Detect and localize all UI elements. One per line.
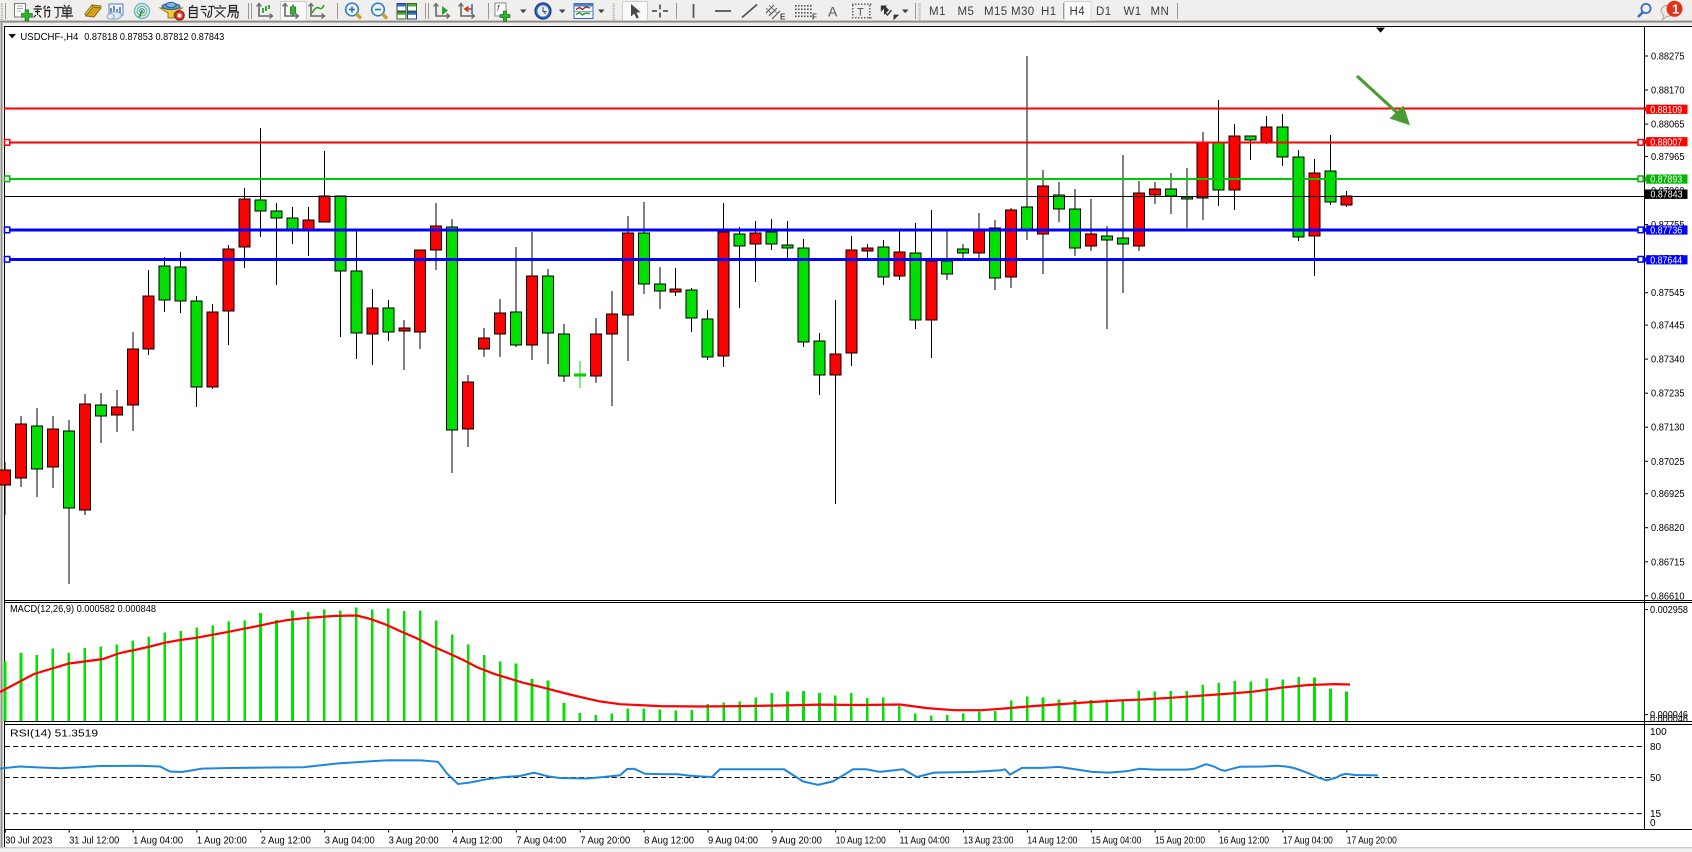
svg-text:RSI(14) 51.3519: RSI(14) 51.3519 bbox=[10, 728, 98, 740]
svg-text:H4: H4 bbox=[1070, 6, 1086, 18]
svg-text:80: 80 bbox=[1650, 742, 1662, 753]
svg-text:0.88065: 0.88065 bbox=[1651, 120, 1685, 131]
svg-text:0.87644: 0.87644 bbox=[1650, 255, 1682, 266]
svg-text:0.87340: 0.87340 bbox=[1651, 355, 1685, 366]
svg-text:0.86715: 0.86715 bbox=[1651, 557, 1685, 568]
svg-text:A: A bbox=[828, 4, 838, 20]
svg-text:1 Aug 20:00: 1 Aug 20:00 bbox=[197, 836, 247, 847]
svg-text:USDCHF-,H4: USDCHF-,H4 bbox=[20, 31, 78, 43]
svg-text:17 Aug 04:00: 17 Aug 04:00 bbox=[1283, 836, 1333, 847]
svg-text:7 Aug 20:00: 7 Aug 20:00 bbox=[580, 836, 630, 847]
svg-text:31 Jul 12:00: 31 Jul 12:00 bbox=[69, 836, 119, 847]
svg-text:0.86925: 0.86925 bbox=[1651, 489, 1685, 500]
svg-text:9 Aug 04:00: 9 Aug 04:00 bbox=[708, 836, 758, 847]
svg-text:15 Aug 04:00: 15 Aug 04:00 bbox=[1091, 836, 1141, 847]
svg-text:0.87545: 0.87545 bbox=[1651, 288, 1685, 299]
svg-text:0.86820: 0.86820 bbox=[1651, 523, 1685, 534]
svg-text:7 Aug 04:00: 7 Aug 04:00 bbox=[516, 836, 566, 847]
svg-text:M15: M15 bbox=[984, 6, 1008, 18]
svg-text:13 Aug 23:00: 13 Aug 23:00 bbox=[964, 836, 1014, 847]
svg-text:17 Aug 20:00: 17 Aug 20:00 bbox=[1347, 836, 1397, 847]
svg-text:W1: W1 bbox=[1124, 6, 1142, 18]
svg-text:11 Aug 04:00: 11 Aug 04:00 bbox=[900, 836, 950, 847]
svg-text:3 Aug 20:00: 3 Aug 20:00 bbox=[389, 836, 439, 847]
svg-text:0.88007: 0.88007 bbox=[1650, 137, 1682, 148]
svg-text:0.88170: 0.88170 bbox=[1651, 86, 1685, 97]
svg-text:H1: H1 bbox=[1041, 6, 1057, 18]
svg-text:50: 50 bbox=[1650, 773, 1662, 784]
svg-text:15: 15 bbox=[1650, 809, 1662, 820]
svg-text:0.87235: 0.87235 bbox=[1651, 389, 1685, 400]
svg-text:MACD(12,26,9) 0.000582 0.00084: MACD(12,26,9) 0.000582 0.000848 bbox=[10, 603, 156, 615]
svg-text:10 Aug 12:00: 10 Aug 12:00 bbox=[836, 836, 886, 847]
svg-text:0.000046: 0.000046 bbox=[1650, 714, 1688, 725]
svg-text:0.000046: 0.000046 bbox=[1650, 710, 1688, 721]
svg-text:0.002958: 0.002958 bbox=[1650, 605, 1688, 616]
svg-text:F: F bbox=[812, 13, 817, 22]
svg-text:0.87893: 0.87893 bbox=[1650, 175, 1682, 186]
svg-text:0.88275: 0.88275 bbox=[1651, 52, 1685, 63]
svg-text:3 Aug 04:00: 3 Aug 04:00 bbox=[325, 836, 375, 847]
svg-text:15 Aug 20:00: 15 Aug 20:00 bbox=[1155, 836, 1205, 847]
svg-text:M1: M1 bbox=[929, 6, 946, 18]
svg-text:D1: D1 bbox=[1096, 6, 1112, 18]
svg-text:M5: M5 bbox=[958, 6, 975, 18]
svg-text:0.87843: 0.87843 bbox=[1651, 190, 1683, 201]
svg-text:14 Aug 12:00: 14 Aug 12:00 bbox=[1027, 836, 1077, 847]
svg-text:8 Aug 12:00: 8 Aug 12:00 bbox=[644, 836, 694, 847]
svg-text:30 Jul 2023: 30 Jul 2023 bbox=[5, 836, 52, 847]
svg-text:T: T bbox=[857, 7, 864, 19]
svg-text:f: f bbox=[497, 4, 500, 13]
svg-text:E: E bbox=[780, 13, 786, 22]
svg-text:1 Aug 04:00: 1 Aug 04:00 bbox=[133, 836, 183, 847]
svg-text:0: 0 bbox=[1650, 818, 1656, 829]
svg-text:MN: MN bbox=[1151, 6, 1170, 18]
svg-text:100: 100 bbox=[1650, 727, 1667, 738]
svg-text:0.87736: 0.87736 bbox=[1650, 226, 1682, 237]
svg-text:16 Aug 12:00: 16 Aug 12:00 bbox=[1219, 836, 1269, 847]
svg-text:0.87445: 0.87445 bbox=[1651, 321, 1685, 332]
svg-text:0.87025: 0.87025 bbox=[1651, 457, 1685, 468]
svg-text:0.87818 0.87853 0.87812 0.8784: 0.87818 0.87853 0.87812 0.87843 bbox=[84, 31, 224, 43]
svg-text:0.87130: 0.87130 bbox=[1651, 423, 1685, 434]
svg-text:1: 1 bbox=[1672, 2, 1679, 17]
svg-text:0.88109: 0.88109 bbox=[1650, 105, 1682, 116]
svg-text:4 Aug 12:00: 4 Aug 12:00 bbox=[453, 836, 503, 847]
svg-text:0.87965: 0.87965 bbox=[1651, 152, 1685, 163]
svg-text:9 Aug 20:00: 9 Aug 20:00 bbox=[772, 836, 822, 847]
svg-text:0.86610: 0.86610 bbox=[1651, 591, 1685, 602]
svg-text:2 Aug 12:00: 2 Aug 12:00 bbox=[261, 836, 311, 847]
svg-text:M30: M30 bbox=[1011, 6, 1035, 18]
